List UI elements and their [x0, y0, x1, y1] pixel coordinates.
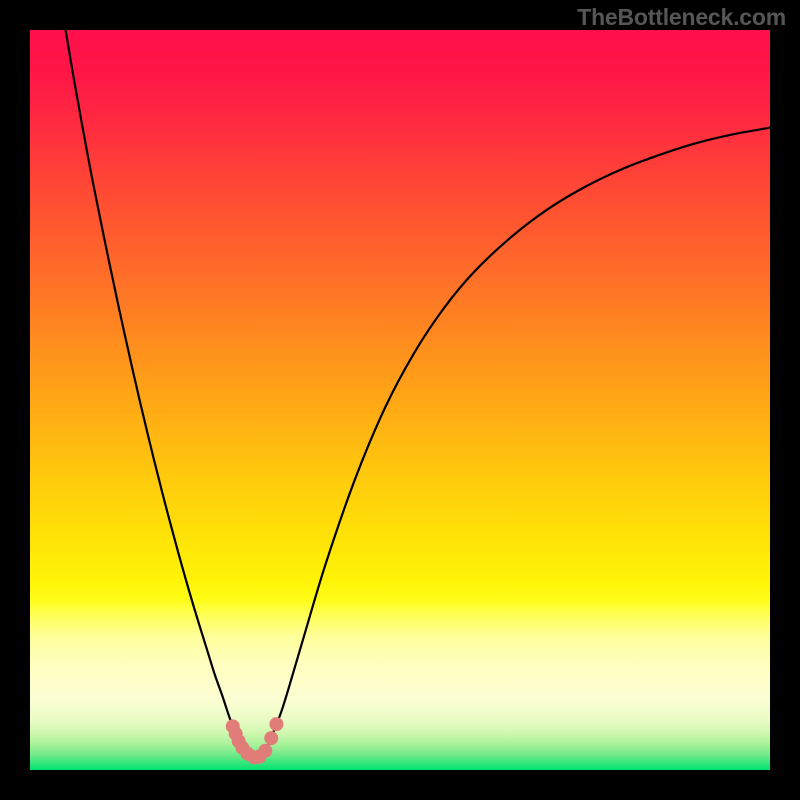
marker-point — [270, 718, 283, 731]
plot-svg — [30, 30, 770, 770]
plot-area — [30, 30, 770, 770]
marker-point — [265, 732, 278, 745]
marker-point — [259, 744, 272, 757]
chart-frame: TheBottleneck.com — [0, 0, 800, 800]
watermark-text: TheBottleneck.com — [577, 4, 786, 31]
gradient-background — [30, 30, 770, 770]
